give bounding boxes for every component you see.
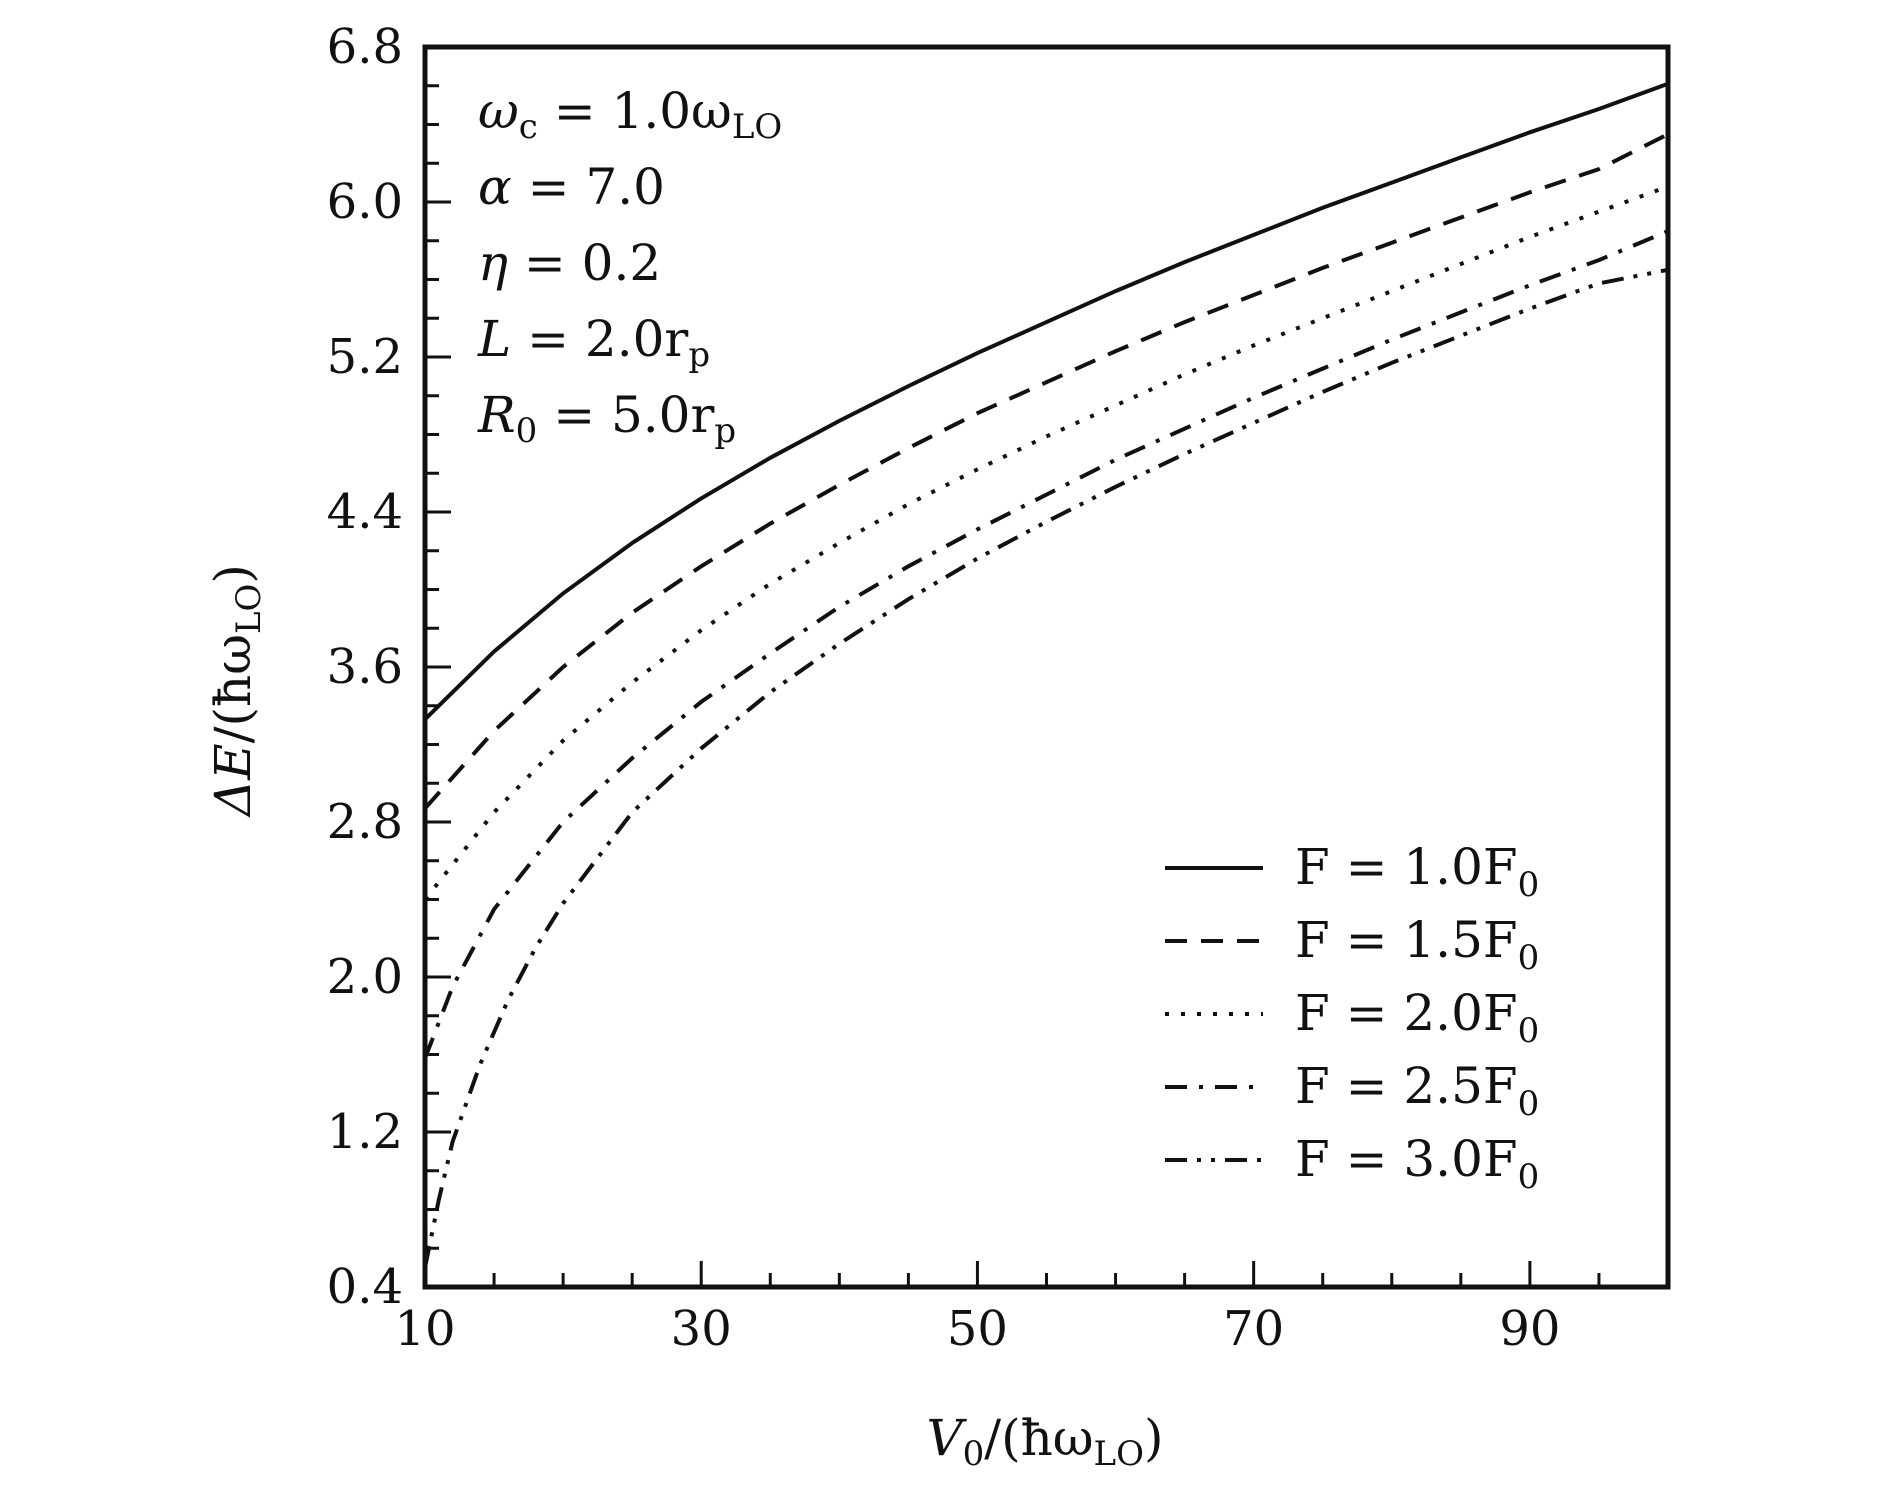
annotation-4: L = 2.0rp	[477, 310, 710, 375]
y-tick-label: 4.4	[327, 484, 403, 540]
legend-label-subscript: 0	[1518, 938, 1540, 978]
annotation-3: η = 0.2	[478, 234, 661, 292]
series-layer	[423, 81, 1669, 1268]
x-axis-title: V0/(ħωLO)	[926, 1409, 1163, 1474]
legend-label-subscript: 0	[1518, 1011, 1540, 1051]
x-axis-title-sub2: LO	[1094, 1434, 1144, 1474]
legend-label-2: F = 1.5F0	[1295, 911, 1539, 978]
y-axis-title-main: ΔE	[204, 743, 262, 818]
legend-label-main: F = 1.0F	[1295, 838, 1518, 896]
legend-label-main: F = 3.0F	[1295, 1130, 1518, 1188]
series-line-1	[423, 81, 1669, 721]
annotation-symbol: ω	[478, 82, 519, 140]
x-axis-title-main: V	[926, 1409, 967, 1467]
annotation-unit-subscript: p	[714, 411, 736, 451]
x-tick-label: 70	[1223, 1301, 1284, 1357]
legend-label-1: F = 1.0F0	[1295, 838, 1539, 905]
x-tick-label: 50	[947, 1301, 1008, 1357]
annotation-symbol: R	[477, 386, 516, 444]
annotation-subscript: c	[519, 107, 538, 147]
y-tick-label: 3.6	[327, 639, 403, 695]
series-line-5	[423, 267, 1669, 1268]
legend-label-4: F = 2.5F0	[1295, 1057, 1539, 1124]
y-tick-label: 2.0	[327, 949, 403, 1005]
y-axis-title: ΔE/(ħωLO)	[204, 564, 269, 818]
x-tick-label: 30	[671, 1301, 732, 1357]
series-line-2	[423, 132, 1669, 810]
annotation-symbol: η	[478, 234, 508, 292]
annotation-value: = 0.2	[508, 234, 661, 292]
plot-frame	[422, 44, 1671, 1290]
annotation-symbol: L	[477, 310, 511, 368]
annotation-unit-subscript: LO	[732, 107, 782, 147]
legend-label-5: F = 3.0F0	[1295, 1130, 1539, 1197]
y-axis-title-sub: LO	[229, 584, 269, 634]
y-tick-label: 5.2	[327, 329, 403, 385]
annotation-symbol: α	[478, 158, 512, 216]
annotation-value: = 2.0r	[511, 310, 688, 368]
legend-label-subscript: 0	[1518, 1084, 1540, 1124]
annotation-unit-subscript: p	[688, 335, 710, 375]
annotation-5: R0 = 5.0rp	[477, 386, 736, 451]
x-axis-title-rest: /(ħω	[984, 1409, 1093, 1467]
series-line-3	[423, 184, 1669, 901]
y-axis-title-close: )	[204, 564, 262, 584]
y-tick-label: 1.2	[327, 1104, 403, 1160]
legend-label-main: F = 2.0F	[1295, 984, 1518, 1042]
series-line-4	[423, 229, 1669, 1060]
legend-label-main: F = 2.5F	[1295, 1057, 1518, 1115]
legend-label-main: F = 1.5F	[1295, 911, 1518, 969]
annotation-value: = 5.0r	[537, 386, 714, 444]
annotation-2: α = 7.0	[478, 158, 665, 216]
x-tick-label: 90	[1499, 1301, 1560, 1357]
annotation-value: = 1.0ω	[538, 82, 732, 140]
legend-label-subscript: 0	[1518, 1157, 1540, 1197]
x-tick-label: 10	[394, 1301, 455, 1357]
y-tick-labels: 0.4 1.2 2.0 2.8 3.6 4.4 5.2 6.0 6.8	[327, 19, 403, 1315]
y-tick-label: 0.4	[327, 1259, 403, 1315]
annotation-value: = 7.0	[512, 158, 665, 216]
legend-label-subscript: 0	[1518, 865, 1540, 905]
y-tick-label: 6.8	[327, 19, 403, 75]
x-tick-labels: 10 30 50 70 90	[394, 1301, 1560, 1357]
y-axis-title-rest: /(ħω	[204, 634, 262, 743]
y-tick-label: 2.8	[327, 794, 403, 850]
y-tick-label: 6.0	[327, 174, 403, 230]
annotation-1: ωc = 1.0ωLO	[478, 82, 782, 147]
legend-label-3: F = 2.0F0	[1295, 984, 1539, 1051]
x-axis-title-close: )	[1144, 1409, 1164, 1467]
x-axis-title-sub: 0	[963, 1434, 985, 1474]
annotation-subscript: 0	[516, 411, 538, 451]
